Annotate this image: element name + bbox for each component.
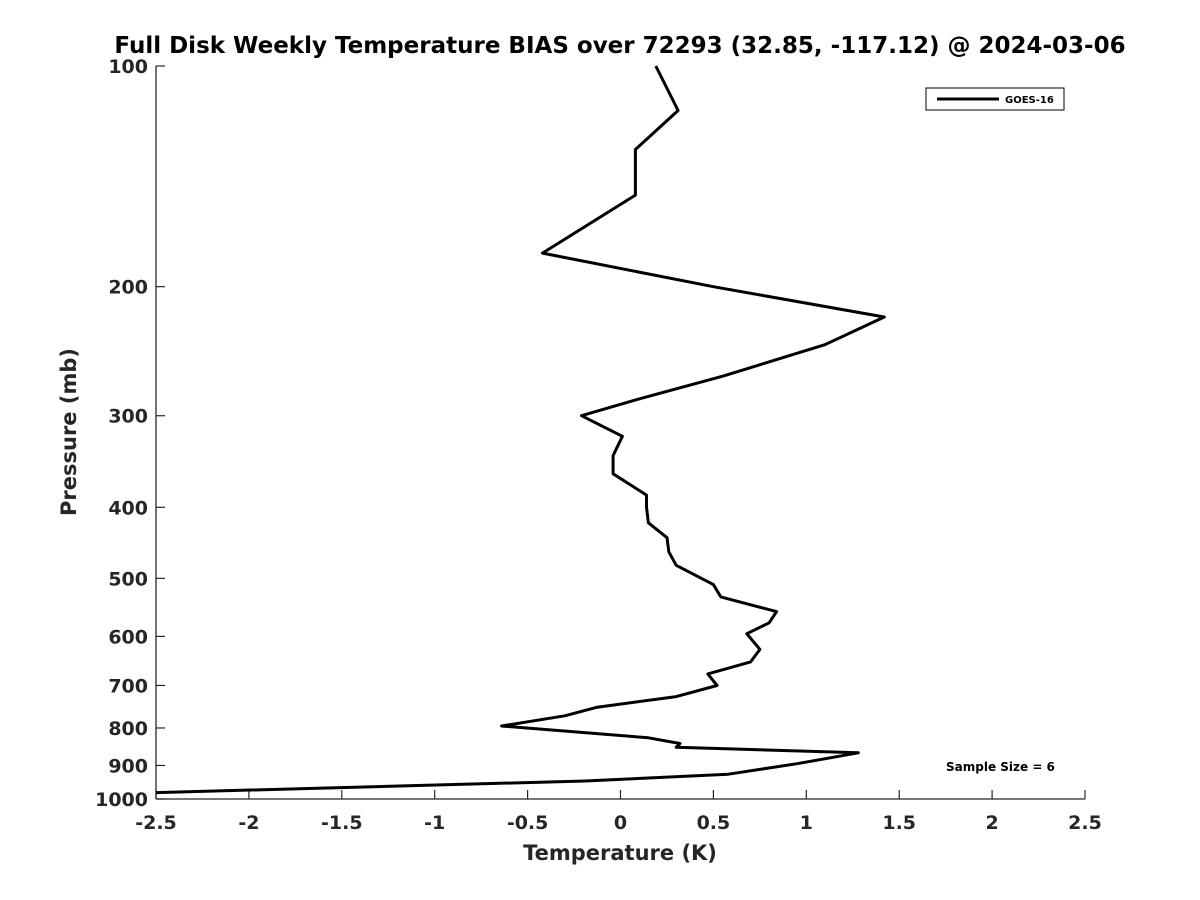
legend: GOES-16 [925,87,1065,111]
x-tick-label: -0.5 [507,812,549,834]
y-tick-label: 500 [108,568,148,590]
y-tick-label: 100 [108,56,148,78]
y-tick-label: 800 [108,718,148,740]
x-ticks: -2.5 -2 -1.5 -1 -0.5 0 0.5 1 1.5 2 2.5 [135,790,1102,834]
x-tick-label: 1 [800,812,813,834]
x-tick-label: -2 [238,812,259,834]
x-tick-label: 1.5 [882,812,916,834]
y-tick-label: 600 [108,626,148,648]
sample-size-annotation: Sample Size = 6 [946,760,1055,774]
y-tick-label: 200 [108,277,148,299]
x-tick-label: -2.5 [135,812,177,834]
legend-label-goes16: GOES-16 [1005,95,1054,106]
x-axis-label: Temperature (K) [523,841,717,865]
x-tick-label: -1 [424,812,445,834]
y-axis-label: Pressure (mb) [57,348,81,516]
x-tick-label: -1.5 [321,812,363,834]
y-tick-label: 900 [108,755,148,777]
x-tick-label: 2 [985,812,998,834]
x-tick-label: 2.5 [1068,812,1102,834]
chart-title: Full Disk Weekly Temperature BIAS over 7… [114,33,1125,59]
y-ticks: 100 200 300 400 500 600 700 800 900 1000 [95,56,165,811]
series-line-goes16 [155,65,886,795]
y-tick-label: 300 [108,406,148,428]
y-tick-label: 700 [108,675,148,697]
y-tick-label: 1000 [95,789,148,811]
x-tick-label: 0 [614,812,627,834]
x-tick-label: 0.5 [697,812,731,834]
y-tick-label: 400 [108,497,148,519]
